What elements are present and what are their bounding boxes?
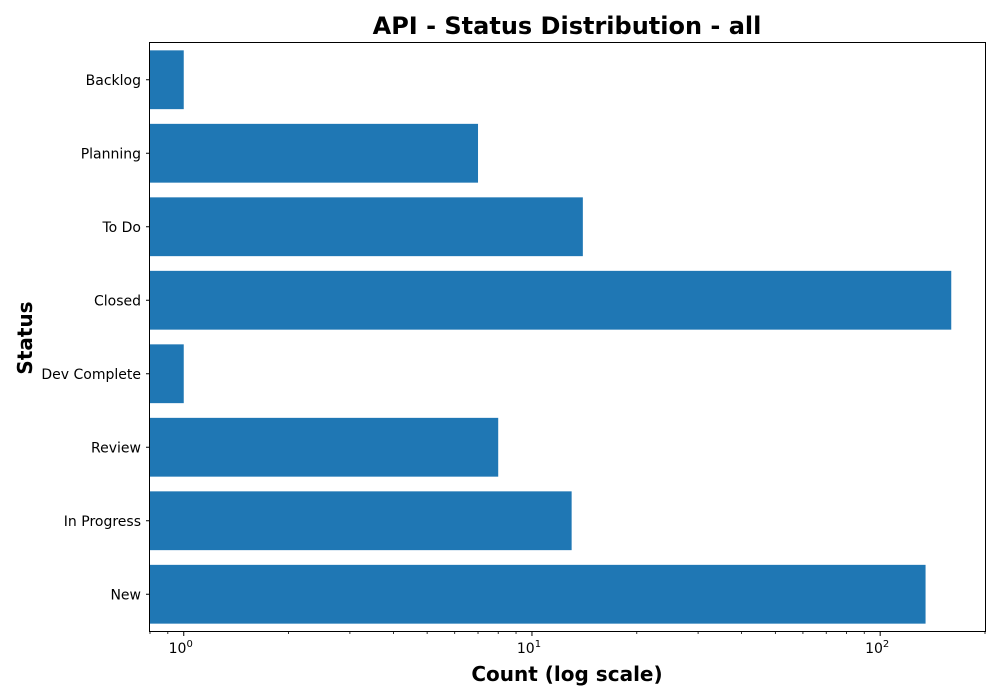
chart-title: API - Status Distribution - all xyxy=(373,12,762,40)
y-tick-label-new: New xyxy=(110,587,141,603)
y-tick-label-in-progress: In Progress xyxy=(64,514,141,530)
bar-dev-complete xyxy=(150,344,184,404)
y-tick-label-to-do: To Do xyxy=(101,220,141,236)
bar-new xyxy=(150,564,926,624)
bar-review xyxy=(150,417,499,477)
bar-in-progress xyxy=(150,491,572,551)
x-tick-label: 101 xyxy=(517,639,541,657)
bar-to-do xyxy=(150,197,583,257)
y-tick-label-backlog: Backlog xyxy=(86,73,141,89)
bar-planning xyxy=(150,123,479,183)
x-tick-label: 102 xyxy=(865,639,889,657)
bars-group xyxy=(150,50,952,624)
y-tick-label-closed: Closed xyxy=(94,293,141,309)
y-axis-ticks: New In Progress Review Dev Complete Closed To… xyxy=(41,73,150,603)
y-tick-label-dev-complete: Dev Complete xyxy=(41,367,141,383)
y-tick-label-planning: Planning xyxy=(81,146,141,162)
x-axis-label: Count (log scale) xyxy=(471,662,662,686)
x-tick-label: 100 xyxy=(169,639,193,657)
y-tick-label-review: Review xyxy=(91,440,141,456)
bar-closed xyxy=(150,270,952,330)
plot-frame xyxy=(149,42,986,632)
bar-backlog xyxy=(150,50,184,110)
y-axis-label: Status xyxy=(13,301,37,374)
x-axis-ticks: 100 101 102 xyxy=(149,631,986,657)
